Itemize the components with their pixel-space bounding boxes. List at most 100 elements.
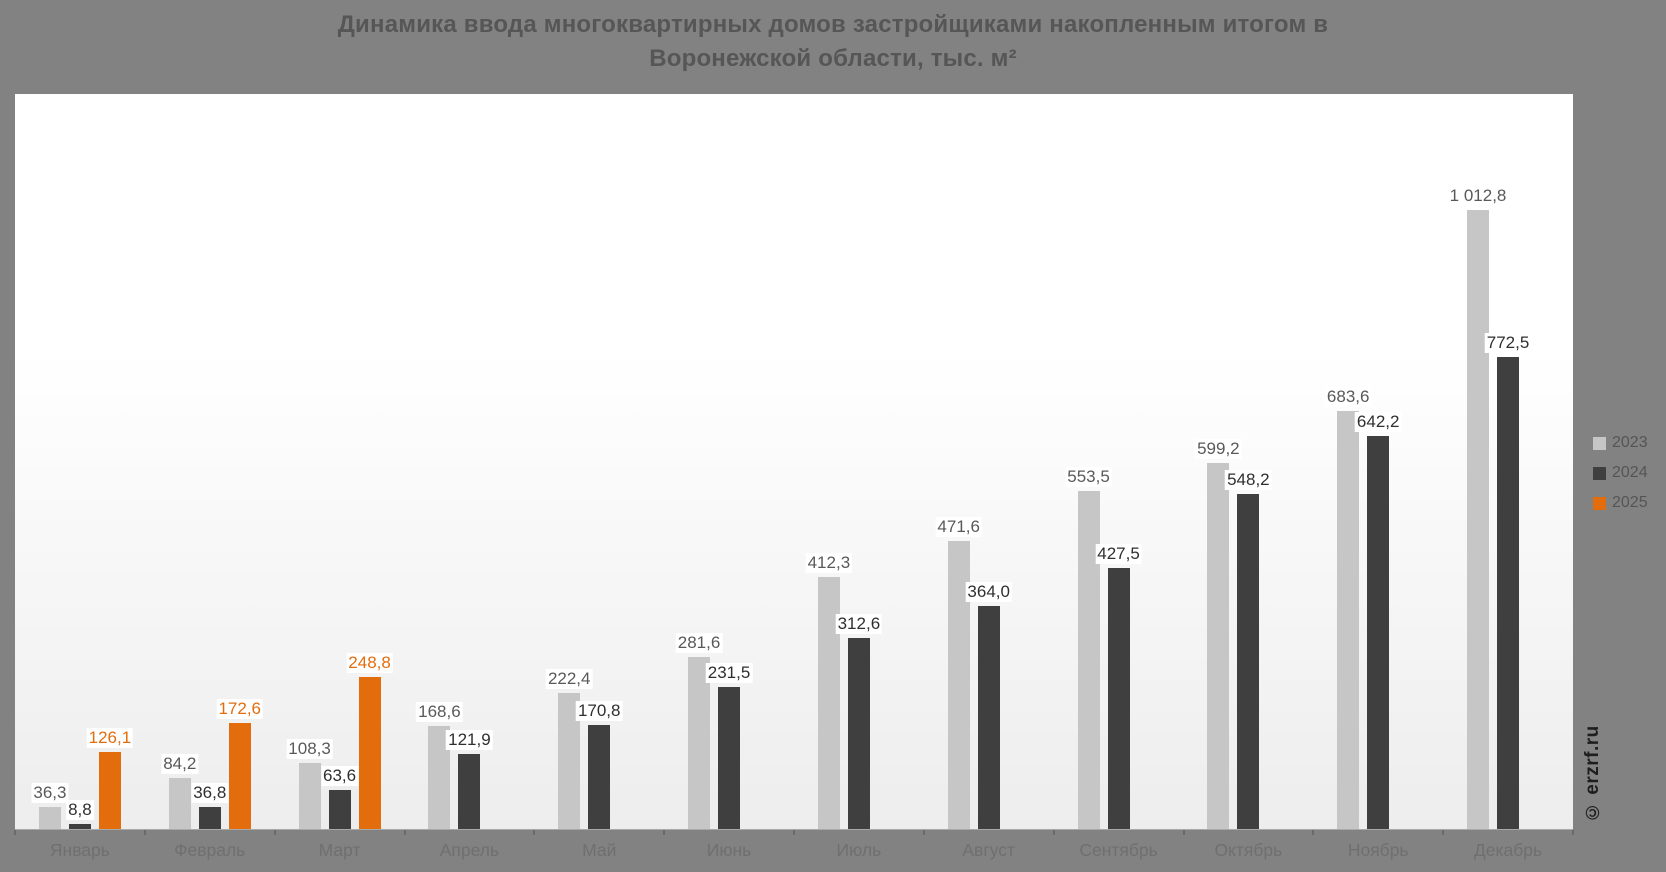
bar-2024: [1107, 568, 1130, 829]
bar-cell: 36,8: [191, 94, 229, 829]
bar-cell: 312,6: [835, 94, 883, 829]
bar-2024: [198, 807, 221, 829]
bar-value-label: 412,3: [805, 553, 853, 573]
bar-cell: 248,8: [346, 94, 393, 829]
bar-value-label: 8,8: [66, 800, 94, 820]
axis-tick: [14, 830, 16, 835]
bar-2024: [328, 790, 351, 829]
x-axis-label: Июль: [836, 840, 882, 860]
bar-2024: [1237, 494, 1260, 829]
bar-cell: 683,6: [1324, 94, 1372, 829]
x-axis-label: Февраль: [174, 840, 246, 860]
bar-value-label: 683,6: [1324, 387, 1372, 407]
bar-value-label: 63,6: [321, 766, 359, 786]
legend: 2023 2024 2025: [1593, 434, 1648, 524]
bar-value-label: 312,6: [835, 614, 883, 634]
bar-2023: [558, 693, 581, 829]
bar-2024: [1497, 357, 1520, 829]
bar-cell: [1267, 94, 1289, 829]
bar-value-label: 172,6: [216, 699, 264, 719]
legend-swatch-icon: [1593, 466, 1606, 480]
bar-cell: 553,5: [1065, 94, 1112, 829]
chart-title: Динамика ввода многоквартирных домов зас…: [0, 8, 1666, 76]
bar-cell: 772,5: [1484, 94, 1532, 829]
bar-2024: [847, 638, 870, 829]
x-axis-label: Июнь: [706, 840, 752, 860]
axis-tick: [533, 830, 535, 835]
bar-cell: 168,6: [416, 94, 463, 829]
bar-cell: 412,3: [805, 94, 853, 829]
bar-cell: 172,6: [216, 94, 264, 829]
bar-value-label: 281,6: [675, 633, 723, 653]
bar-cell: [1008, 94, 1030, 829]
bar-value-label: 642,2: [1354, 412, 1402, 432]
bar-2025: [228, 723, 251, 829]
legend-item-2023: 2023: [1593, 434, 1648, 452]
bar-value-label: 121,9: [446, 730, 493, 750]
bar-value-label: 248,8: [346, 653, 393, 673]
bar-cell: 1 012,8: [1447, 94, 1509, 829]
bar-cell: 427,5: [1095, 94, 1142, 829]
bar-2025: [98, 752, 121, 829]
bar-value-label: 1 012,8: [1447, 186, 1509, 206]
legend-label: 2023: [1612, 434, 1648, 451]
bar-2024: [458, 754, 481, 829]
bar-2024: [588, 725, 611, 829]
x-axis-label: Май: [582, 840, 617, 860]
legend-swatch-icon: [1593, 436, 1606, 450]
bar-groups: 36,3 8,8 126,1 84,2 36,8 172,6 108,3 63,6 248,8 1…: [15, 94, 1573, 829]
bar-cell: 471,6: [935, 94, 982, 829]
bar-cell: 126,1: [86, 94, 134, 829]
x-axis-label: Декабрь: [1473, 840, 1543, 860]
bar-2024: [718, 687, 741, 829]
bar-cell: [488, 94, 510, 829]
x-axis-label: Март: [318, 840, 361, 860]
x-axis-label: Сентябрь: [1079, 840, 1158, 860]
bar-cell: [748, 94, 770, 829]
bar-2024: [68, 824, 91, 829]
bar-value-label: 108,3: [286, 739, 333, 759]
x-axis-label: Ноябрь: [1347, 840, 1409, 860]
bar-cell: 548,2: [1225, 94, 1272, 829]
bar-cell: 63,6: [321, 94, 359, 829]
category-slot: 108,3 63,6 248,8: [275, 94, 405, 829]
watermark: © erzrf.ru: [1582, 725, 1603, 823]
x-axis-ticks: [14, 830, 1574, 836]
category-slot: 36,3 8,8 126,1: [15, 94, 145, 829]
bar-cell: 121,9: [446, 94, 493, 829]
bar-2023: [947, 541, 970, 829]
bar-2023: [688, 657, 711, 829]
bar-cell: [618, 94, 640, 829]
bar-value-label: 548,2: [1225, 470, 1272, 490]
axis-tick: [923, 830, 925, 835]
axis-tick: [1442, 830, 1444, 835]
chart-title-line1: Динамика ввода многоквартирных домов зас…: [337, 11, 1329, 38]
category-slot: 168,6 121,9: [404, 94, 534, 829]
category-slot: 599,2 548,2: [1183, 94, 1313, 829]
x-axis-label: Апрель: [439, 840, 500, 860]
bar-2025: [358, 677, 381, 829]
legend-item-2024: 2024: [1593, 464, 1648, 482]
bar-2023: [1337, 411, 1360, 829]
axis-tick: [1572, 830, 1574, 835]
category-slot: 84,2 36,8 172,6: [145, 94, 275, 829]
bar-cell: 36,3: [31, 94, 69, 829]
bar-cell: 281,6: [675, 94, 723, 829]
bar-2023: [38, 807, 61, 829]
bar-value-label: 36,8: [191, 783, 229, 803]
bar-cell: [1138, 94, 1160, 829]
legend-label: 2025: [1612, 494, 1648, 511]
bar-value-label: 364,0: [965, 582, 1012, 602]
category-slot: 222,4 170,8: [534, 94, 664, 829]
chart-title-line2: Воронежской области, тыс. м²: [649, 45, 1017, 72]
bar-2024: [977, 606, 1000, 829]
axis-tick: [793, 830, 795, 835]
bar-2023: [298, 763, 321, 829]
bar-value-label: 36,3: [31, 783, 69, 803]
bar-value-label: 772,5: [1484, 333, 1532, 353]
bar-cell: 642,2: [1354, 94, 1402, 829]
bar-cell: 364,0: [965, 94, 1012, 829]
bar-value-label: 599,2: [1195, 439, 1242, 459]
bar-cell: 8,8: [66, 94, 94, 829]
bar-value-label: 553,5: [1065, 467, 1112, 487]
